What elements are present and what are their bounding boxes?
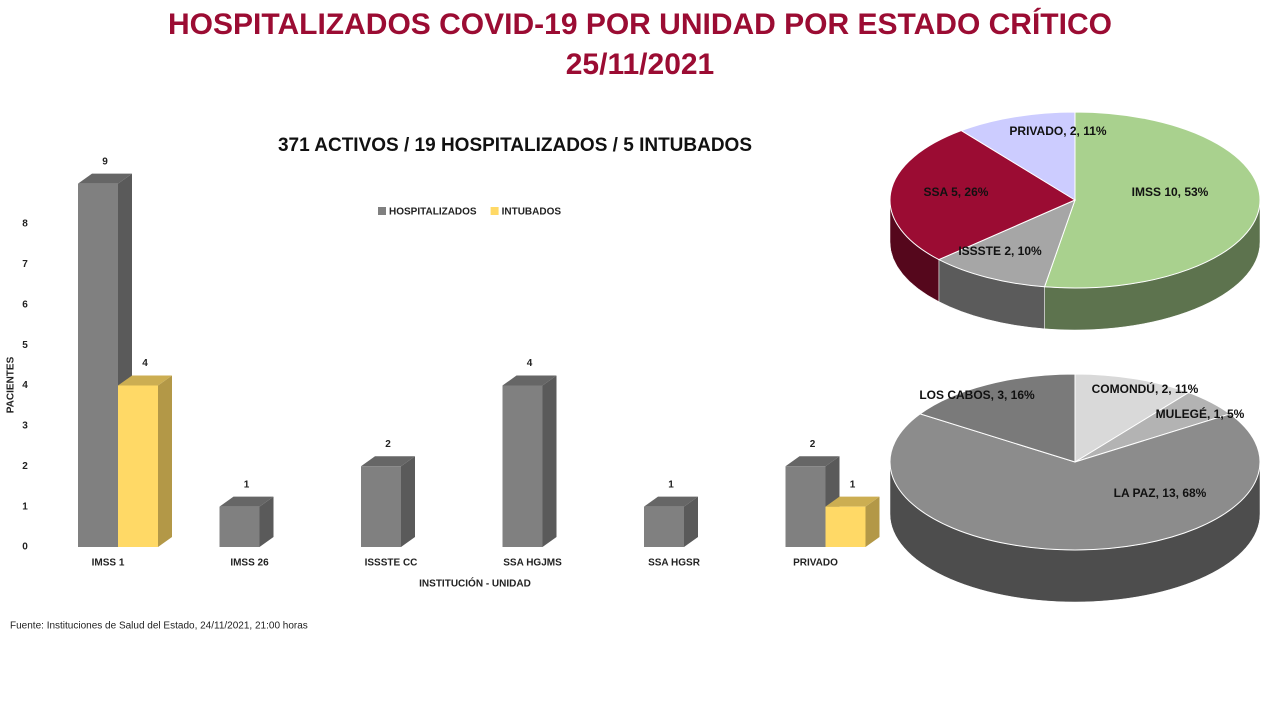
slice (889, 130, 1077, 261)
x-tick-label: IMSS 26 (230, 558, 269, 569)
data-label: 1 (668, 479, 674, 490)
bar-top (118, 375, 172, 386)
bar-top (78, 173, 132, 184)
data-label: 9 (102, 156, 108, 167)
y-tick-label: 2 (22, 461, 28, 472)
slice-label: LA PAZ, 13, 68% (1114, 486, 1207, 500)
slice (960, 111, 1076, 201)
y-tick-label: 4 (22, 380, 28, 391)
bar (78, 183, 118, 547)
slice-label: SSA 5, 26% (924, 185, 989, 199)
data-label: 4 (527, 358, 533, 369)
y-tick-label: 0 (22, 542, 28, 553)
bar-side (542, 375, 557, 547)
slide-title: HOSPITALIZADOS COVID-19 POR UNIDAD POR E… (168, 7, 1112, 41)
x-tick-label: ISSSTE CC (365, 558, 418, 569)
bar (118, 385, 158, 547)
legend-swatch (490, 207, 499, 215)
y-tick-label: 6 (22, 299, 28, 310)
bar-top (785, 456, 840, 467)
data-label: 1 (244, 479, 250, 490)
bar-top (825, 496, 880, 507)
x-tick-label: IMSS 1 (92, 558, 125, 569)
x-tick-label: SSA HGJMS (503, 558, 562, 569)
y-tick-label: 5 (22, 340, 28, 351)
slice-label: MULEGÉ, 1, 5% (1156, 406, 1245, 421)
y-tick-label: 7 (22, 259, 28, 270)
legend-label: INTUBADOS (502, 207, 562, 218)
slice-label: IMSS 10, 53% (1132, 185, 1209, 199)
bar (644, 506, 684, 547)
slide-date: 25/11/2021 (566, 48, 715, 81)
bar-chart-title: 371 ACTIVOS / 19 HOSPITALIZADOS / 5 INTU… (278, 135, 752, 156)
bar (825, 506, 866, 547)
slice (1074, 373, 1190, 463)
bar-side (259, 496, 274, 547)
bar (219, 506, 260, 547)
source-note: Fuente: Instituciones de Salud del Estad… (10, 621, 308, 632)
slice (919, 373, 1076, 463)
data-label: 2 (385, 439, 391, 450)
bar (785, 466, 826, 547)
slice-label: ISSSTE 2, 10% (958, 244, 1042, 258)
x-axis-label: INSTITUCIÓN - UNIDAD (419, 577, 531, 590)
legend-label: HOSPITALIZADOS (389, 207, 477, 218)
bar-top (219, 496, 274, 507)
bar (502, 385, 543, 547)
bar (361, 466, 401, 547)
y-tick-label: 8 (22, 219, 28, 230)
bar-top (361, 456, 415, 467)
slice-label: PRIVADO, 2, 11% (1009, 124, 1106, 138)
x-tick-label: PRIVADO (793, 558, 838, 569)
y-tick-label: 3 (22, 421, 28, 432)
bar-side (158, 375, 172, 547)
slice (889, 413, 1261, 551)
y-tick-label: 1 (22, 501, 28, 512)
bar-side (865, 496, 880, 547)
data-label: 4 (142, 358, 148, 369)
data-label: 2 (810, 439, 816, 450)
legend-swatch (378, 207, 386, 215)
slice-label: COMONDÚ, 2, 11% (1092, 381, 1199, 396)
bar-top (502, 375, 557, 386)
x-tick-label: SSA HGSR (648, 558, 701, 569)
bar-side (401, 456, 415, 547)
data-label: 1 (850, 479, 856, 490)
y-axis-label: PACIENTES (6, 356, 17, 413)
slice (937, 199, 1076, 288)
bar-side (684, 496, 698, 547)
slice-label: LOS CABOS, 3, 16% (919, 388, 1035, 402)
slice (1043, 111, 1261, 289)
bar-top (644, 496, 698, 507)
